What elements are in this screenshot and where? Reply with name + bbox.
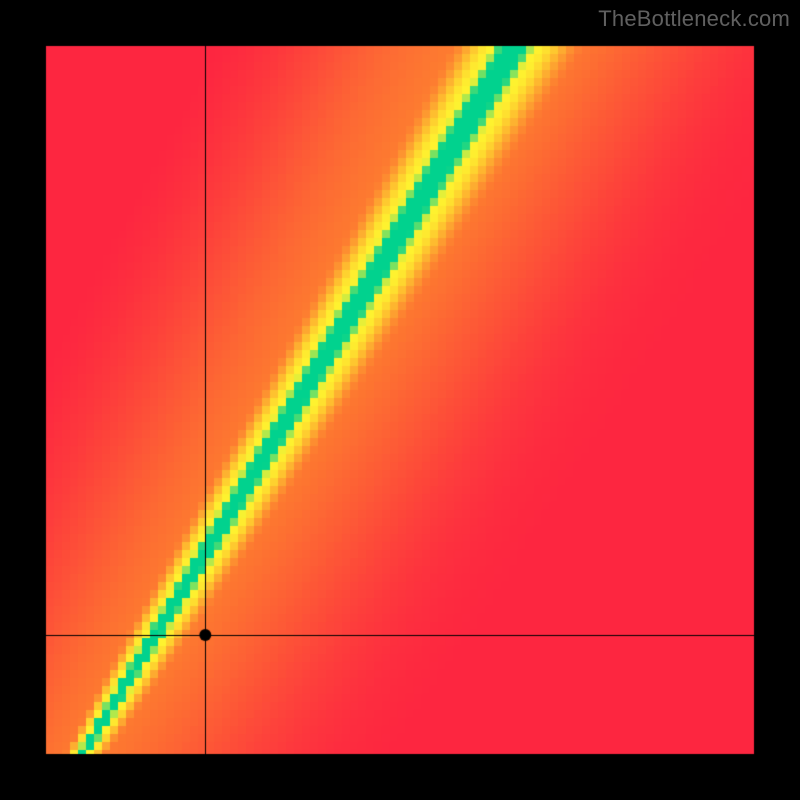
watermark-label: TheBottleneck.com (598, 6, 790, 32)
heatmap-canvas (0, 0, 800, 800)
chart-container: TheBottleneck.com (0, 0, 800, 800)
